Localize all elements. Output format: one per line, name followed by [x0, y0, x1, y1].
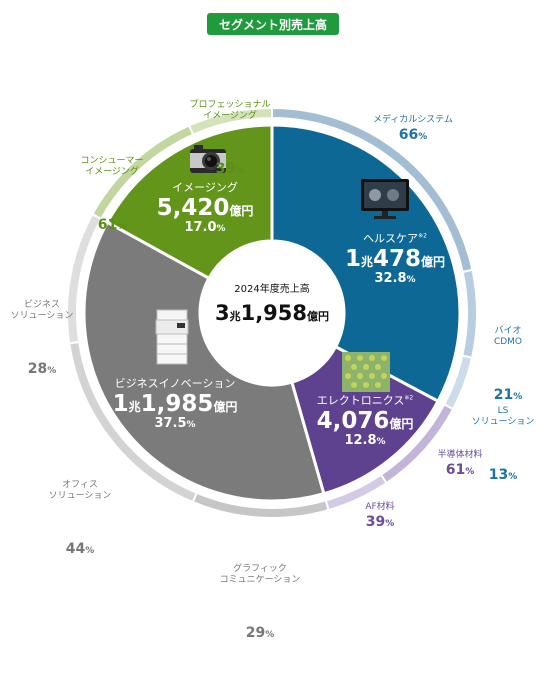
sub-label-medical-system: メディカルシステム 66%: [372, 115, 454, 143]
center-total-value: 3兆1,958億円: [214, 301, 330, 325]
segment-label-electronics: エレクトロニクス※2 4,076億円 12.8%: [310, 394, 420, 449]
chart-title: セグメント別売上高: [207, 13, 339, 35]
sub-label-office-solution: オフィス ソリューション 44%: [48, 480, 112, 558]
segment-percent-healthcare: 32.8%: [374, 271, 416, 287]
sub-label-ls-solution: LS ソリューション 13%: [471, 406, 535, 484]
segment-percent-business-innovation: 37.5%: [154, 416, 196, 432]
sub-label-business-solution: ビジネス ソリューション 28%: [10, 300, 74, 378]
donut-chart: [66, 106, 478, 519]
center-hole: [200, 241, 344, 385]
center-total: 2024年度売上高 3兆1,958億円: [202, 280, 342, 325]
camera-icon: [190, 145, 226, 173]
segment-label-business-innovation: ビジネスイノベーション 1兆1,985億円 37.5%: [100, 377, 250, 432]
ring-imaging-1: [187, 106, 273, 136]
segment-label-healthcare: ヘルスケア※2 1兆478億円 32.8%: [340, 232, 450, 287]
segment-sales-chart: セグメント別売上高 ヘルスケア※2 1兆478億円 32.8% エレクトロニクス…: [10, 13, 535, 641]
segment-percent-electronics: 12.8%: [344, 433, 386, 449]
sub-label-consumer-imaging: コンシューマー イメージング 61%: [80, 156, 144, 234]
sub-label-bio-cdmo: バイオ CDMO 21%: [493, 326, 523, 404]
multifunction-printer-icon: [155, 309, 189, 365]
segment-percent-imaging: 17.0%: [184, 220, 226, 236]
sub-label-af-materials: AF材料 39%: [365, 502, 395, 530]
segment-value-imaging: 5,420億円: [156, 194, 254, 221]
segment-value-business-innovation: 1兆1,985億円: [112, 390, 238, 417]
semiconductor-wafer-icon: [342, 352, 390, 392]
sub-label-semiconductor-materials: 半導体材料 61%: [437, 450, 483, 478]
sub-label-graphic-communication: グラフィック コミュニケーション 29%: [219, 564, 301, 642]
segment-value-electronics: 4,076億円: [316, 407, 414, 434]
segment-label-imaging: イメージング 5,420億円 17.0%: [145, 181, 265, 236]
segment-value-healthcare: 1兆478億円: [344, 245, 446, 272]
center-caption: 2024年度売上高: [234, 284, 310, 295]
medical-monitor-icon: [361, 179, 409, 219]
sub-label-professional-imaging: プロフェッショナル イメージング 39%: [189, 100, 271, 178]
